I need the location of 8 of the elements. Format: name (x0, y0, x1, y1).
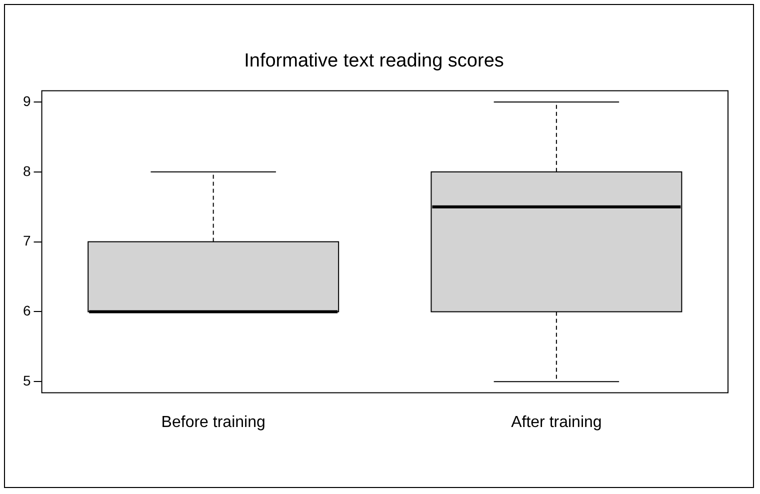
y-tick-label: 7 (22, 232, 31, 249)
y-tick-label: 5 (22, 372, 31, 388)
y-tick-label: 9 (22, 92, 31, 109)
chart-title: Informative text reading scores (244, 50, 504, 72)
x-tick-label: Before training (161, 414, 266, 431)
y-tick-label: 8 (22, 162, 31, 179)
x-tick-label: After training (511, 414, 602, 431)
y-tick-label: 6 (22, 302, 31, 319)
